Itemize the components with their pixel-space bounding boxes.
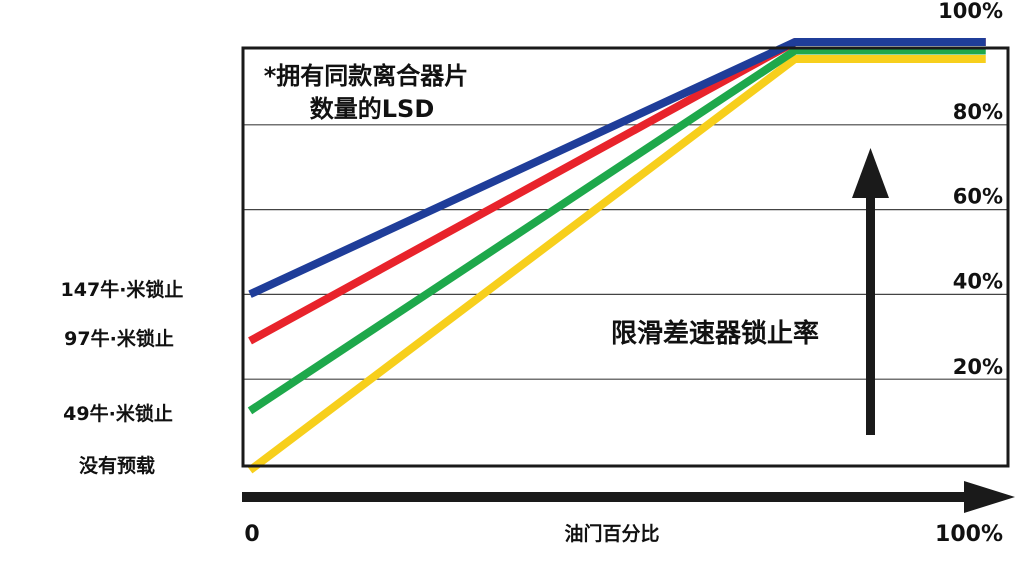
series-line	[247, 54, 986, 474]
annotation-lock-rate: 限滑差速器锁止率	[611, 318, 819, 349]
series-line	[248, 38, 986, 298]
y-tick-label: 80%	[953, 100, 1003, 124]
y-tick-labels: 20% 40% 60% 80% 100%	[938, 0, 1003, 379]
y-tick-label: 40%	[953, 269, 1003, 293]
chart-title-line-1: *拥有同款离合器片	[264, 62, 469, 90]
y-tick-label: 20%	[953, 355, 1003, 379]
plot-frame	[241, 46, 1010, 468]
series-label: 没有预载	[79, 454, 155, 477]
up-arrow-icon	[852, 148, 889, 435]
x-tick-label-0: 0	[244, 522, 259, 547]
chart-title-line-2: 数量的LSD	[310, 95, 435, 123]
y-tick-label: 60%	[953, 185, 1003, 209]
series-line	[247, 46, 986, 415]
y-tick-label: 100%	[938, 0, 1003, 23]
x-tick-label-100: 100%	[935, 522, 1003, 547]
x-axis-label: 油门百分比	[564, 522, 659, 545]
series-label: 49牛·米锁止	[63, 402, 173, 425]
x-axis-arrow-icon	[242, 481, 1015, 513]
series-label: 97牛·米锁止	[64, 327, 174, 350]
series-lines	[247, 38, 986, 474]
series-label: 147牛·米锁止	[61, 278, 184, 301]
